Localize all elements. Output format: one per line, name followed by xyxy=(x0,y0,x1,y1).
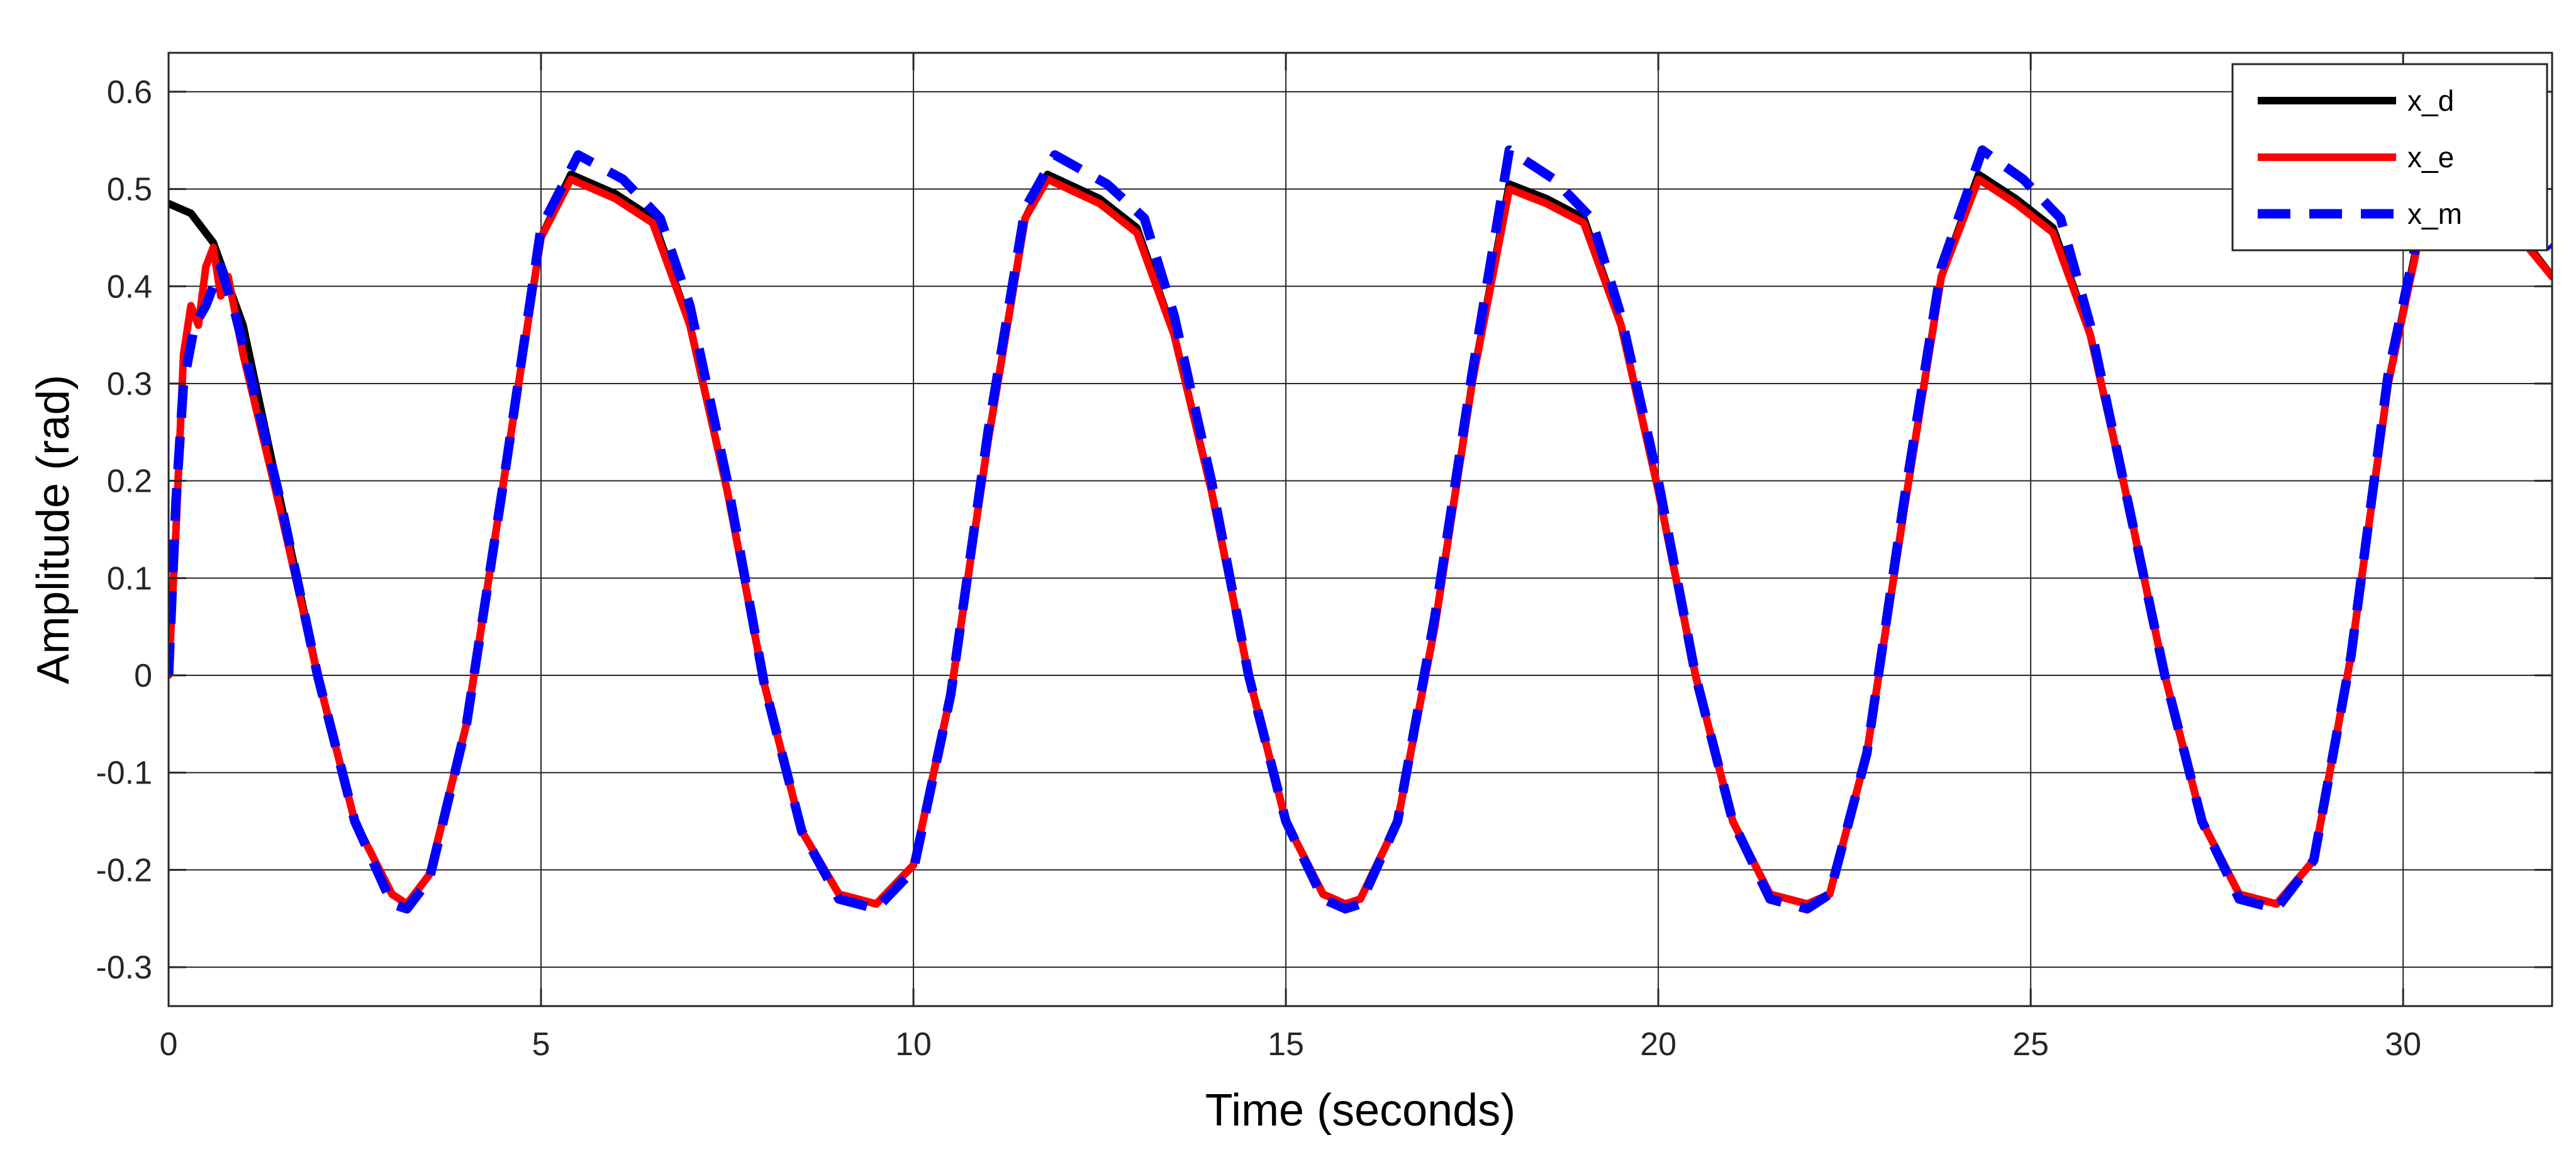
y-tick-label: 0.2 xyxy=(107,463,152,500)
series-layer xyxy=(169,145,2552,914)
x-tick-label: 25 xyxy=(2012,1026,2049,1063)
series-line-x-m xyxy=(169,145,2552,914)
y-tick-label: -0.2 xyxy=(96,852,152,889)
y-tick-label: 0 xyxy=(134,658,152,694)
legend: x_d x_e x_m xyxy=(2231,63,2548,252)
y-axis-title: Amplitude (rad) xyxy=(28,375,79,684)
y-tick-label: 0.1 xyxy=(107,560,152,597)
x-tick-label: 0 xyxy=(160,1026,178,1063)
tick-labels: 0 5 10 15 20 25 30 -0.3 -0.2 -0.1 0 0.1 0.2 0.3 0.4 0.5… xyxy=(96,74,2421,1063)
x-tick-label: 5 xyxy=(532,1026,550,1063)
x-tick-label: 30 xyxy=(2385,1026,2421,1063)
legend-label-x-e: x_e xyxy=(2407,141,2454,174)
x-tick-label: 10 xyxy=(895,1026,932,1063)
y-tick-label: 0.5 xyxy=(107,172,152,208)
legend-label-x-d: x_d xyxy=(2407,84,2454,117)
y-tick-label: -0.3 xyxy=(96,949,152,986)
y-tick-label: -0.1 xyxy=(96,755,152,792)
x-tick-label: 15 xyxy=(1268,1026,1304,1063)
y-tick-label: 0.3 xyxy=(107,366,152,402)
plot-area xyxy=(169,53,2552,1006)
x-axis-title: Time (seconds) xyxy=(1205,1085,1515,1136)
x-tick-label: 20 xyxy=(1640,1026,1676,1063)
grid-lines xyxy=(169,53,2552,1006)
plot-frame xyxy=(167,52,2553,1007)
legend-label-x-m: x_m xyxy=(2407,197,2462,230)
y-tick-label: 0.6 xyxy=(107,74,152,111)
y-tick-label: 0.4 xyxy=(107,268,152,305)
ticks xyxy=(167,53,2552,1006)
